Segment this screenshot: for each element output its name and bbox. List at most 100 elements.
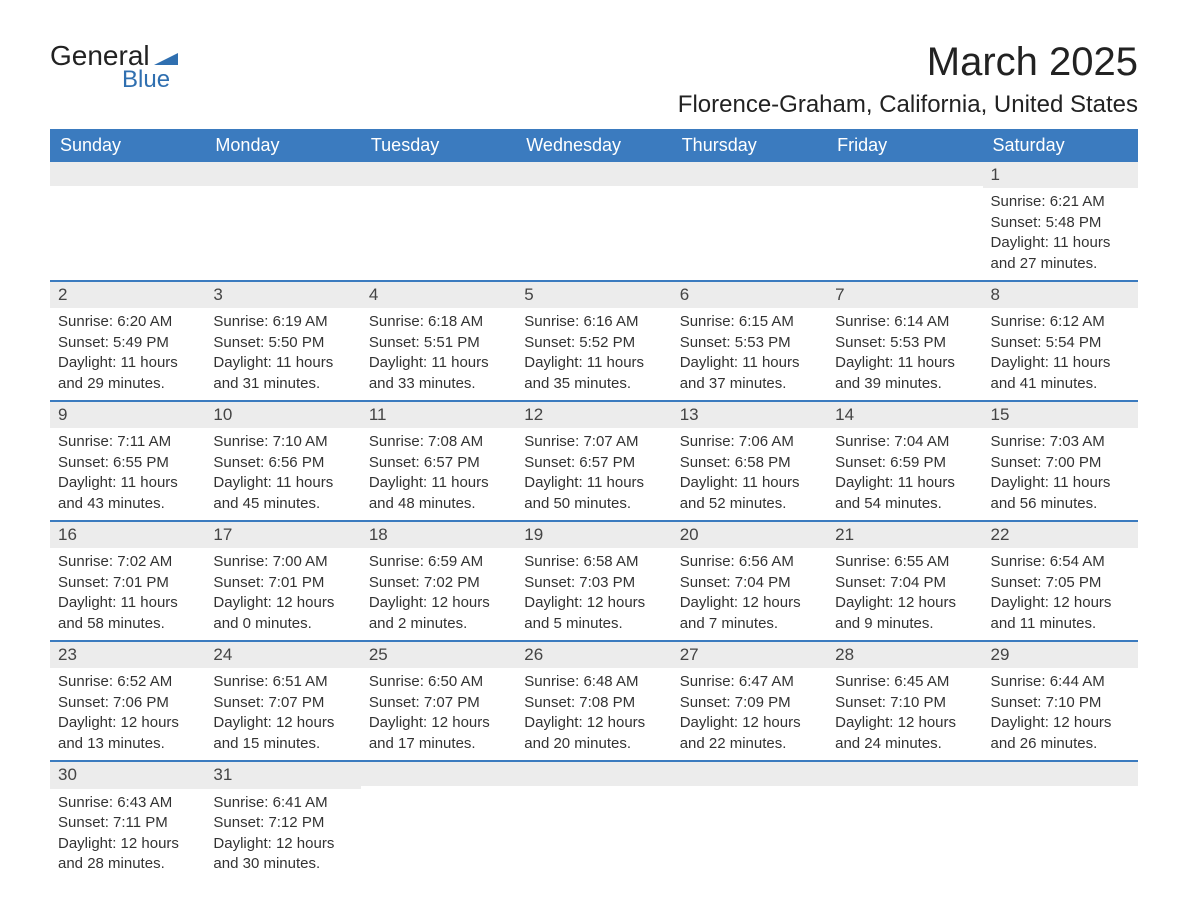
day-sunset: Sunset: 6:57 PM: [524, 453, 663, 473]
week-row: 30Sunrise: 6:43 AMSunset: 7:11 PMDayligh…: [50, 760, 1138, 880]
calendar: SundayMondayTuesdayWednesdayThursdayFrid…: [50, 129, 1138, 881]
day-daylight2: and 15 minutes.: [213, 734, 352, 754]
day-sunrise: Sunrise: 7:04 AM: [835, 432, 974, 452]
day-cell: [50, 162, 205, 280]
day-daylight2: and 29 minutes.: [58, 374, 197, 394]
day-sunset: Sunset: 5:53 PM: [680, 333, 819, 353]
day-number: 17: [205, 522, 360, 548]
day-daylight1: Daylight: 11 hours: [991, 353, 1130, 373]
day-number: 22: [983, 522, 1138, 548]
day-sunset: Sunset: 5:54 PM: [991, 333, 1130, 353]
day-daylight1: Daylight: 12 hours: [524, 593, 663, 613]
day-daylight1: Daylight: 12 hours: [835, 593, 974, 613]
day-body: Sunrise: 6:59 AMSunset: 7:02 PMDaylight:…: [361, 548, 516, 640]
day-cell: 12Sunrise: 7:07 AMSunset: 6:57 PMDayligh…: [516, 402, 671, 520]
day-sunrise: Sunrise: 6:43 AM: [58, 793, 197, 813]
day-cell: [827, 762, 982, 880]
day-body: Sunrise: 7:10 AMSunset: 6:56 PMDaylight:…: [205, 428, 360, 520]
day-number: [672, 762, 827, 786]
day-daylight1: Daylight: 11 hours: [58, 353, 197, 373]
day-number: 1: [983, 162, 1138, 188]
day-body: Sunrise: 6:58 AMSunset: 7:03 PMDaylight:…: [516, 548, 671, 640]
day-sunrise: Sunrise: 6:59 AM: [369, 552, 508, 572]
day-body: Sunrise: 6:12 AMSunset: 5:54 PMDaylight:…: [983, 308, 1138, 400]
day-sunset: Sunset: 5:51 PM: [369, 333, 508, 353]
day-cell: 7Sunrise: 6:14 AMSunset: 5:53 PMDaylight…: [827, 282, 982, 400]
day-daylight2: and 24 minutes.: [835, 734, 974, 754]
day-cell: 2Sunrise: 6:20 AMSunset: 5:49 PMDaylight…: [50, 282, 205, 400]
day-sunset: Sunset: 7:01 PM: [213, 573, 352, 593]
day-sunrise: Sunrise: 7:10 AM: [213, 432, 352, 452]
day-header: Wednesday: [516, 129, 671, 162]
day-sunset: Sunset: 7:05 PM: [991, 573, 1130, 593]
title-block: March 2025 Florence-Graham, California, …: [678, 40, 1138, 119]
day-daylight2: and 28 minutes.: [58, 854, 197, 874]
page-header: General Blue March 2025 Florence-Graham,…: [50, 40, 1138, 119]
day-sunrise: Sunrise: 6:12 AM: [991, 312, 1130, 332]
day-daylight2: and 11 minutes.: [991, 614, 1130, 634]
day-sunrise: Sunrise: 6:47 AM: [680, 672, 819, 692]
day-body: Sunrise: 6:45 AMSunset: 7:10 PMDaylight:…: [827, 668, 982, 760]
day-body: Sunrise: 7:08 AMSunset: 6:57 PMDaylight:…: [361, 428, 516, 520]
day-daylight1: Daylight: 11 hours: [369, 473, 508, 493]
day-cell: 31Sunrise: 6:41 AMSunset: 7:12 PMDayligh…: [205, 762, 360, 880]
day-cell: [983, 762, 1138, 880]
day-number: 9: [50, 402, 205, 428]
day-sunset: Sunset: 7:04 PM: [680, 573, 819, 593]
day-number: 15: [983, 402, 1138, 428]
day-body: Sunrise: 6:19 AMSunset: 5:50 PMDaylight:…: [205, 308, 360, 400]
day-daylight2: and 5 minutes.: [524, 614, 663, 634]
day-sunset: Sunset: 7:00 PM: [991, 453, 1130, 473]
day-daylight2: and 13 minutes.: [58, 734, 197, 754]
day-sunset: Sunset: 7:10 PM: [991, 693, 1130, 713]
day-number: 3: [205, 282, 360, 308]
day-daylight1: Daylight: 11 hours: [369, 353, 508, 373]
day-cell: 5Sunrise: 6:16 AMSunset: 5:52 PMDaylight…: [516, 282, 671, 400]
day-body: Sunrise: 7:03 AMSunset: 7:00 PMDaylight:…: [983, 428, 1138, 520]
day-number: [361, 162, 516, 186]
day-body: Sunrise: 6:41 AMSunset: 7:12 PMDaylight:…: [205, 789, 360, 881]
day-body: Sunrise: 7:02 AMSunset: 7:01 PMDaylight:…: [50, 548, 205, 640]
day-sunset: Sunset: 6:59 PM: [835, 453, 974, 473]
day-header: Tuesday: [361, 129, 516, 162]
day-number: 4: [361, 282, 516, 308]
day-sunrise: Sunrise: 7:02 AM: [58, 552, 197, 572]
day-sunset: Sunset: 6:56 PM: [213, 453, 352, 473]
day-cell: 13Sunrise: 7:06 AMSunset: 6:58 PMDayligh…: [672, 402, 827, 520]
day-cell: [672, 162, 827, 280]
day-daylight1: Daylight: 12 hours: [213, 713, 352, 733]
day-body: Sunrise: 7:07 AMSunset: 6:57 PMDaylight:…: [516, 428, 671, 520]
day-sunrise: Sunrise: 7:03 AM: [991, 432, 1130, 452]
day-daylight1: Daylight: 11 hours: [58, 593, 197, 613]
day-daylight1: Daylight: 12 hours: [991, 713, 1130, 733]
day-cell: 16Sunrise: 7:02 AMSunset: 7:01 PMDayligh…: [50, 522, 205, 640]
day-header-row: SundayMondayTuesdayWednesdayThursdayFrid…: [50, 129, 1138, 162]
day-daylight1: Daylight: 12 hours: [524, 713, 663, 733]
day-number: 13: [672, 402, 827, 428]
day-daylight1: Daylight: 11 hours: [524, 353, 663, 373]
day-sunrise: Sunrise: 6:19 AM: [213, 312, 352, 332]
day-sunrise: Sunrise: 6:21 AM: [991, 192, 1130, 212]
day-sunset: Sunset: 7:11 PM: [58, 813, 197, 833]
day-cell: 14Sunrise: 7:04 AMSunset: 6:59 PMDayligh…: [827, 402, 982, 520]
day-number: 12: [516, 402, 671, 428]
day-body: Sunrise: 6:50 AMSunset: 7:07 PMDaylight:…: [361, 668, 516, 760]
day-number: [827, 762, 982, 786]
day-number: 10: [205, 402, 360, 428]
day-daylight2: and 22 minutes.: [680, 734, 819, 754]
day-daylight2: and 54 minutes.: [835, 494, 974, 514]
day-body: Sunrise: 6:21 AMSunset: 5:48 PMDaylight:…: [983, 188, 1138, 280]
day-body: Sunrise: 6:20 AMSunset: 5:49 PMDaylight:…: [50, 308, 205, 400]
day-number: 26: [516, 642, 671, 668]
day-body: Sunrise: 7:06 AMSunset: 6:58 PMDaylight:…: [672, 428, 827, 520]
day-number: [205, 162, 360, 186]
day-number: 23: [50, 642, 205, 668]
day-number: 5: [516, 282, 671, 308]
day-daylight2: and 27 minutes.: [991, 254, 1130, 274]
day-cell: 28Sunrise: 6:45 AMSunset: 7:10 PMDayligh…: [827, 642, 982, 760]
day-sunset: Sunset: 7:06 PM: [58, 693, 197, 713]
day-sunset: Sunset: 5:53 PM: [835, 333, 974, 353]
day-daylight2: and 17 minutes.: [369, 734, 508, 754]
day-sunset: Sunset: 5:50 PM: [213, 333, 352, 353]
day-daylight2: and 43 minutes.: [58, 494, 197, 514]
